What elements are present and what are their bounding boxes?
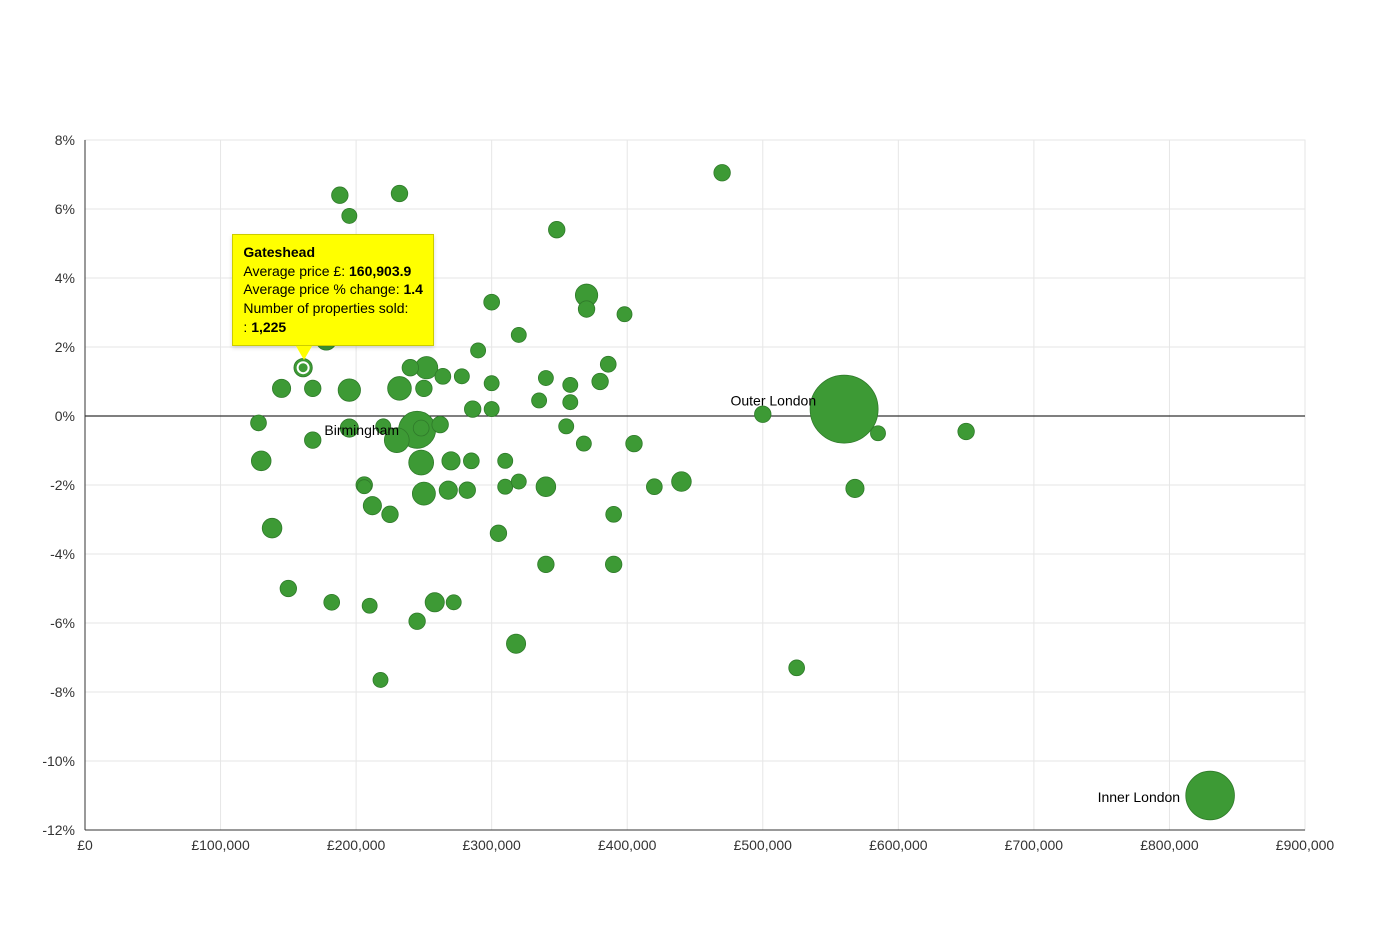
data-point[interactable] xyxy=(304,432,321,449)
y-tick-label: -2% xyxy=(50,477,75,493)
data-point[interactable] xyxy=(442,452,460,470)
data-point[interactable] xyxy=(532,393,547,408)
y-tick-label: 4% xyxy=(55,270,75,286)
data-point[interactable] xyxy=(605,556,622,573)
data-point[interactable] xyxy=(471,343,486,358)
data-point[interactable] xyxy=(484,376,499,391)
data-point[interactable] xyxy=(789,660,805,676)
data-point[interactable] xyxy=(810,375,878,443)
y-tick-label: 8% xyxy=(55,132,75,148)
data-point[interactable] xyxy=(600,356,616,372)
data-point[interactable] xyxy=(454,369,469,384)
x-tick-label: £700,000 xyxy=(1005,837,1064,853)
point-label: Outer London xyxy=(730,392,816,408)
data-point[interactable] xyxy=(432,416,449,433)
data-point[interactable] xyxy=(342,208,357,223)
x-tick-label: £600,000 xyxy=(869,837,928,853)
data-point[interactable] xyxy=(332,187,349,204)
data-point[interactable] xyxy=(324,594,340,610)
data-point[interactable] xyxy=(439,481,457,499)
data-point[interactable] xyxy=(538,371,553,386)
data-point[interactable] xyxy=(446,595,461,610)
data-point[interactable] xyxy=(511,327,526,342)
data-point[interactable] xyxy=(563,395,578,410)
data-point[interactable] xyxy=(714,165,731,182)
data-point[interactable] xyxy=(498,479,513,494)
data-point[interactable] xyxy=(382,506,399,523)
y-tick-label: -12% xyxy=(42,822,75,838)
data-point[interactable] xyxy=(262,518,282,538)
data-point[interactable] xyxy=(280,580,297,597)
x-tick-label: £300,000 xyxy=(462,837,521,853)
data-point[interactable] xyxy=(958,423,975,440)
data-point[interactable] xyxy=(413,420,429,436)
data-point[interactable] xyxy=(459,482,476,499)
data-point[interactable] xyxy=(559,419,574,434)
y-tick-label: 2% xyxy=(55,339,75,355)
data-point[interactable] xyxy=(272,379,290,397)
data-point[interactable] xyxy=(538,556,555,573)
y-tick-label: -6% xyxy=(50,615,75,631)
data-point[interactable] xyxy=(563,377,578,392)
data-point[interactable] xyxy=(412,482,435,505)
x-tick-label: £200,000 xyxy=(327,837,386,853)
bubble-chart: £0 £100,000 £200,000 £300,000 £400,000 £500,0… xyxy=(0,0,1390,940)
data-point[interactable] xyxy=(536,477,556,497)
x-tick-label: £500,000 xyxy=(734,837,793,853)
data-point[interactable] xyxy=(617,307,632,322)
data-point[interactable] xyxy=(409,613,426,630)
data-point[interactable] xyxy=(548,221,565,238)
point-label: Birmingham xyxy=(324,422,399,438)
data-point[interactable] xyxy=(373,672,388,687)
data-point[interactable] xyxy=(755,406,772,423)
x-tick-label: £800,000 xyxy=(1140,837,1199,853)
y-tick-label: -8% xyxy=(50,684,75,700)
data-point[interactable] xyxy=(576,436,591,451)
y-tick-label: 0% xyxy=(55,408,75,424)
data-point[interactable] xyxy=(498,453,513,468)
data-point[interactable] xyxy=(251,451,271,471)
data-point[interactable] xyxy=(435,368,451,384)
chart-container: £0 £100,000 £200,000 £300,000 £400,000 £500,0… xyxy=(0,0,1390,940)
x-tick-label: £400,000 xyxy=(598,837,657,853)
data-point[interactable] xyxy=(463,453,479,469)
y-tick-label: 6% xyxy=(55,201,75,217)
data-point[interactable] xyxy=(626,435,643,452)
data-point[interactable] xyxy=(506,634,525,653)
x-tick-label: £0 xyxy=(77,837,93,853)
data-point[interactable] xyxy=(416,380,433,397)
data-point[interactable] xyxy=(251,415,267,431)
data-point[interactable] xyxy=(338,379,360,401)
data-point[interactable] xyxy=(363,497,381,515)
point-label: Inner London xyxy=(1098,789,1181,805)
y-tick-label: -10% xyxy=(42,753,75,769)
data-point[interactable] xyxy=(511,474,526,489)
data-point[interactable] xyxy=(490,525,507,542)
x-tick-label: £100,000 xyxy=(191,837,250,853)
data-point[interactable] xyxy=(484,402,499,417)
y-tick-label: -4% xyxy=(50,546,75,562)
data-point[interactable] xyxy=(464,401,481,418)
data-point[interactable] xyxy=(402,359,419,376)
data-point[interactable] xyxy=(425,593,444,612)
data-point[interactable] xyxy=(318,321,335,338)
data-point[interactable] xyxy=(592,373,609,390)
data-point[interactable] xyxy=(646,479,662,495)
data-point[interactable] xyxy=(362,598,377,613)
data-point[interactable] xyxy=(846,479,864,497)
data-point[interactable] xyxy=(391,185,408,202)
data-point[interactable] xyxy=(304,380,321,397)
data-point[interactable] xyxy=(388,377,412,401)
data-point[interactable] xyxy=(672,472,692,492)
data-point[interactable] xyxy=(484,294,500,310)
data-point[interactable] xyxy=(606,506,622,522)
data-point[interactable] xyxy=(1186,771,1235,820)
data-point[interactable] xyxy=(409,450,434,475)
data-point[interactable] xyxy=(357,480,371,494)
data-point[interactable] xyxy=(578,301,595,318)
x-tick-label: £900,000 xyxy=(1276,837,1335,853)
data-point[interactable] xyxy=(870,426,885,441)
